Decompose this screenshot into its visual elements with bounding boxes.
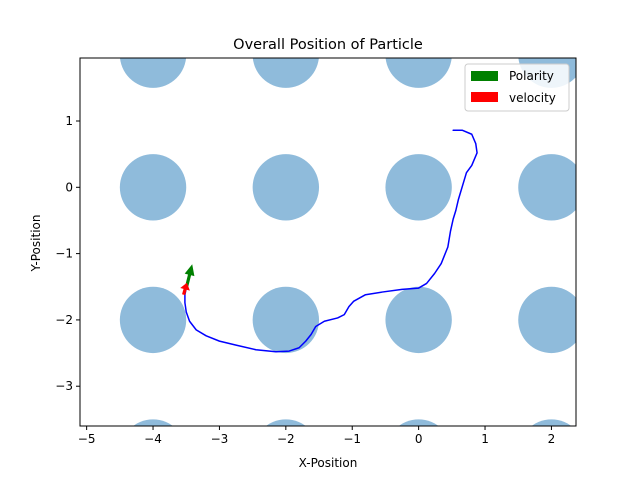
obstacle-circle	[133, 419, 173, 426]
obstacle-circle	[518, 154, 576, 221]
legend-swatch-polarity	[471, 71, 498, 81]
y-tick-label: −3	[55, 379, 73, 393]
obstacle-layer	[119, 58, 576, 426]
chart-title: Overall Position of Particle	[233, 37, 423, 53]
y-tick-label: 1	[65, 114, 73, 128]
x-tick-label: −5	[78, 432, 96, 446]
obstacle-circle	[265, 419, 306, 426]
velocity-arrow	[180, 282, 190, 296]
x-tick-label: 2	[548, 432, 556, 446]
legend: Polarity velocity	[464, 63, 570, 112]
x-tick-label: −1	[343, 432, 361, 446]
x-tick-label: −4	[144, 432, 162, 446]
arrow-layer	[180, 264, 195, 296]
obstacle-circle	[119, 286, 187, 354]
x-tick-label: −2	[277, 432, 295, 446]
obstacle-circle	[252, 154, 320, 221]
obstacle-circle	[119, 154, 187, 221]
polarity-arrow	[184, 264, 195, 289]
obstacle-circle	[385, 286, 452, 354]
x-axis-ticks: −5 −4 −3 −2 −1 0 1 2	[78, 426, 555, 446]
obstacle-circle	[531, 419, 572, 426]
legend-swatch-velocity	[471, 92, 498, 102]
axes-frame	[79, 57, 577, 427]
y-tick-label: −1	[55, 247, 73, 261]
y-tick-label: −2	[55, 313, 73, 327]
obstacle-circle	[518, 286, 576, 354]
y-axis-label: Y-Position	[29, 215, 43, 273]
trajectory-layer	[184, 129, 478, 353]
x-tick-label: 0	[415, 432, 423, 446]
x-tick-label: 1	[481, 432, 489, 446]
y-axis-ticks: −3 −2 −1 0 1	[55, 114, 80, 393]
y-tick-label: 0	[65, 180, 73, 194]
obstacle-circle	[252, 286, 320, 354]
x-tick-label: −3	[211, 432, 229, 446]
legend-label-velocity: velocity	[509, 91, 556, 105]
x-axis-label: X-Position	[299, 456, 358, 470]
legend-label-polarity: Polarity	[509, 69, 554, 83]
obstacle-circle	[252, 58, 319, 88]
obstacle-circle	[120, 58, 187, 88]
obstacle-circle	[385, 58, 452, 88]
trajectory-line	[184, 129, 478, 353]
obstacle-circle	[385, 154, 452, 221]
obstacle-circle	[398, 419, 439, 426]
